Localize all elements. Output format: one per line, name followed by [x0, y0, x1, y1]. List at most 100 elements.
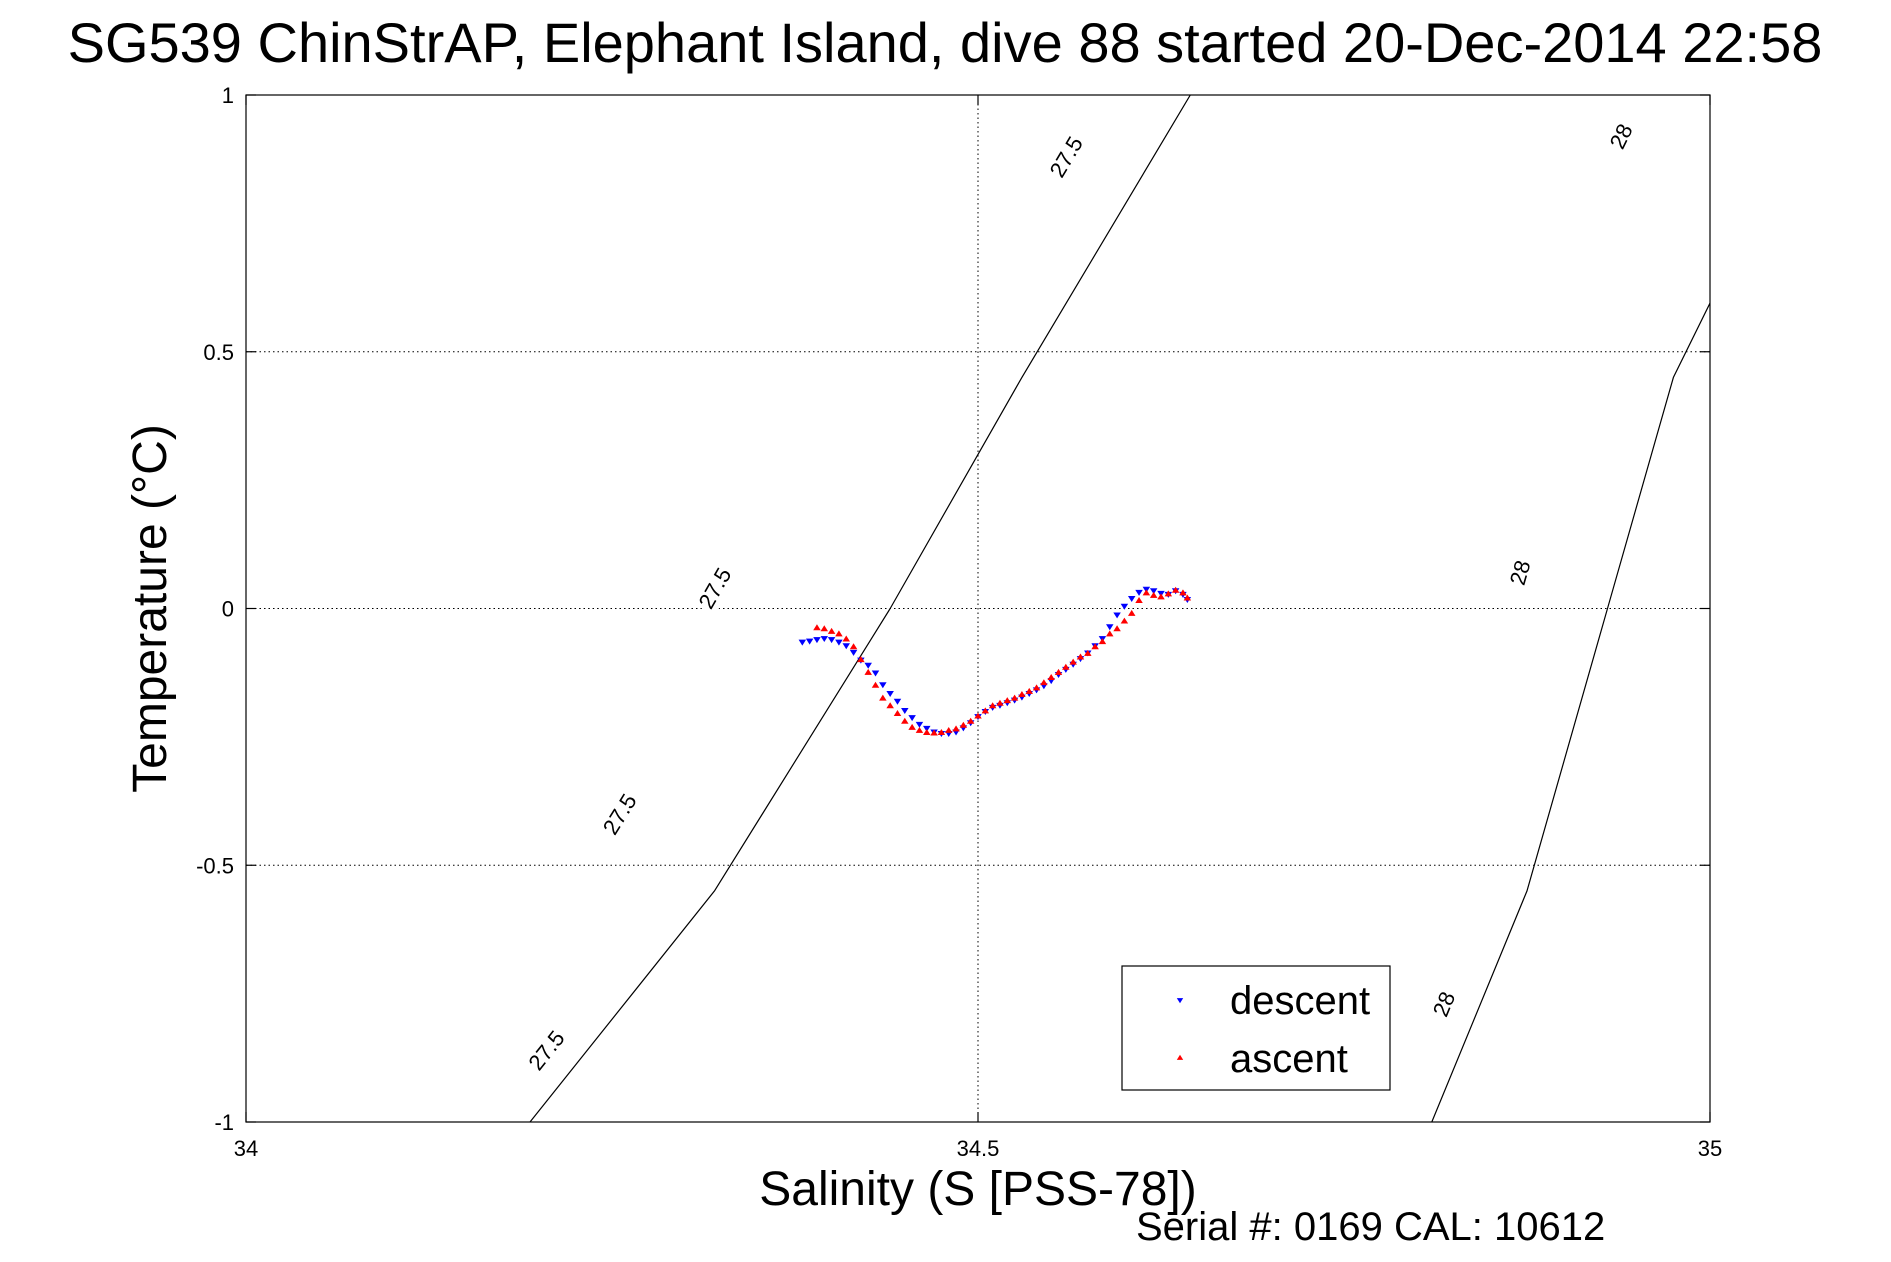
x-tick-label: 35 — [1698, 1136, 1722, 1161]
ascent-point — [981, 707, 990, 714]
descent-point — [820, 636, 829, 643]
y-tick-label: 1 — [222, 83, 234, 108]
ascent-point — [974, 712, 982, 719]
ascent-point — [886, 702, 894, 709]
descent-point — [886, 691, 894, 697]
legend-marker-ascent — [1176, 1054, 1184, 1060]
contour-label-bg — [520, 1022, 573, 1078]
x-tick-label: 34 — [234, 1136, 258, 1161]
descent-point — [835, 639, 843, 646]
chart-title: SG539 ChinStrAP, Elephant Island, dive 8… — [68, 11, 1823, 74]
ascent-point — [842, 635, 850, 642]
legend-label-ascent: ascent — [1230, 1037, 1348, 1081]
descent-point — [827, 637, 836, 644]
contour-label-bg — [690, 560, 739, 616]
ascent-point — [915, 726, 924, 733]
ascent-point — [1179, 589, 1187, 596]
ascent-point — [988, 702, 997, 709]
ascent-point — [952, 725, 960, 732]
descent-point — [908, 715, 916, 722]
ascent-point — [1120, 617, 1129, 624]
descent-point — [864, 662, 872, 669]
ascent-point — [1149, 591, 1158, 598]
ascent-point — [857, 656, 865, 663]
ascent-point — [996, 699, 1004, 706]
data-series — [798, 586, 1192, 738]
ascent-point — [1091, 643, 1099, 650]
contour-label-bg — [1499, 545, 1540, 600]
ascent-point — [1062, 663, 1070, 670]
y-tick-label: -0.5 — [196, 853, 234, 878]
ascent-point — [864, 668, 872, 675]
y-axis-label: Temperature (°C) — [124, 424, 177, 793]
ascent-point — [820, 625, 829, 632]
descent-point — [1106, 624, 1114, 631]
descent-point — [1120, 603, 1129, 610]
ascent-point — [1076, 653, 1085, 660]
descent-point — [842, 643, 850, 650]
serial-cal-footer: Serial #: 0169 CAL: 10612 — [1136, 1205, 1605, 1249]
ascent-point — [1106, 630, 1114, 637]
ascent-point — [1032, 684, 1041, 691]
ascent-point — [923, 729, 931, 735]
legend-label-descent: descent — [1230, 979, 1370, 1023]
x-axis-label: Salinity (S [PSS-78]) — [759, 1163, 1196, 1216]
ascent-point — [1054, 668, 1063, 675]
ascent-point — [1171, 586, 1180, 593]
ascent-point — [849, 643, 858, 650]
ascent-point — [1040, 679, 1048, 686]
ascent-point — [1142, 589, 1151, 596]
legend-marker-descent — [1176, 998, 1184, 1004]
ascent-point — [1164, 590, 1173, 597]
descent-point — [901, 707, 909, 714]
descent-point — [1127, 596, 1136, 602]
density-contour-line — [529, 95, 1191, 1122]
ascent-point — [893, 710, 902, 716]
ascent-point — [827, 627, 836, 634]
contour-label-bg — [1597, 108, 1644, 164]
descent-point — [915, 721, 924, 728]
ascent-point — [1003, 697, 1012, 704]
descent-point — [1113, 612, 1121, 619]
descent-point — [1149, 588, 1158, 595]
ascent-point — [1084, 649, 1092, 656]
descent-point — [805, 638, 814, 645]
ascent-point — [1047, 674, 1055, 681]
ascent-point — [813, 624, 821, 631]
descent-point — [1135, 589, 1143, 596]
descent-point — [879, 682, 887, 689]
ascent-point — [966, 717, 975, 724]
ascent-point — [1010, 694, 1019, 701]
ascent-point — [944, 726, 953, 733]
ascent-point — [1113, 625, 1121, 632]
y-tick-label: -1 — [214, 1110, 234, 1135]
descent-point — [849, 649, 858, 656]
ascent-point — [930, 729, 938, 736]
ascent-point — [1183, 594, 1192, 601]
ascent-point — [901, 717, 909, 724]
x-tick-label: 34.5 — [957, 1136, 1000, 1161]
descent-point — [893, 698, 902, 705]
contour-label-bg — [1421, 976, 1466, 1032]
descent-point — [813, 637, 821, 644]
ascent-point — [1018, 691, 1026, 697]
ascent-point — [835, 630, 843, 637]
ascent-point — [879, 694, 887, 701]
ascent-point — [871, 681, 880, 688]
y-tick-label: 0.5 — [203, 340, 234, 365]
ascent-point — [1025, 687, 1033, 694]
plot-axes: 34 34.5 35 -1 -0.5 0 0.5 1 — [196, 83, 1722, 1161]
ascent-point — [1135, 597, 1143, 604]
descent-point — [871, 670, 880, 677]
y-tick-label: 0 — [222, 597, 234, 622]
ascent-point — [1098, 638, 1107, 645]
grid-lines — [246, 95, 1710, 1122]
ascent-point — [1069, 658, 1077, 665]
descent-point — [798, 639, 807, 646]
descent-point — [923, 725, 931, 732]
legend-box — [1121, 965, 1391, 1091]
contour-label-bg — [594, 786, 644, 842]
legend: descent ascent — [1121, 965, 1391, 1091]
density-contour-line — [1431, 301, 1710, 1122]
